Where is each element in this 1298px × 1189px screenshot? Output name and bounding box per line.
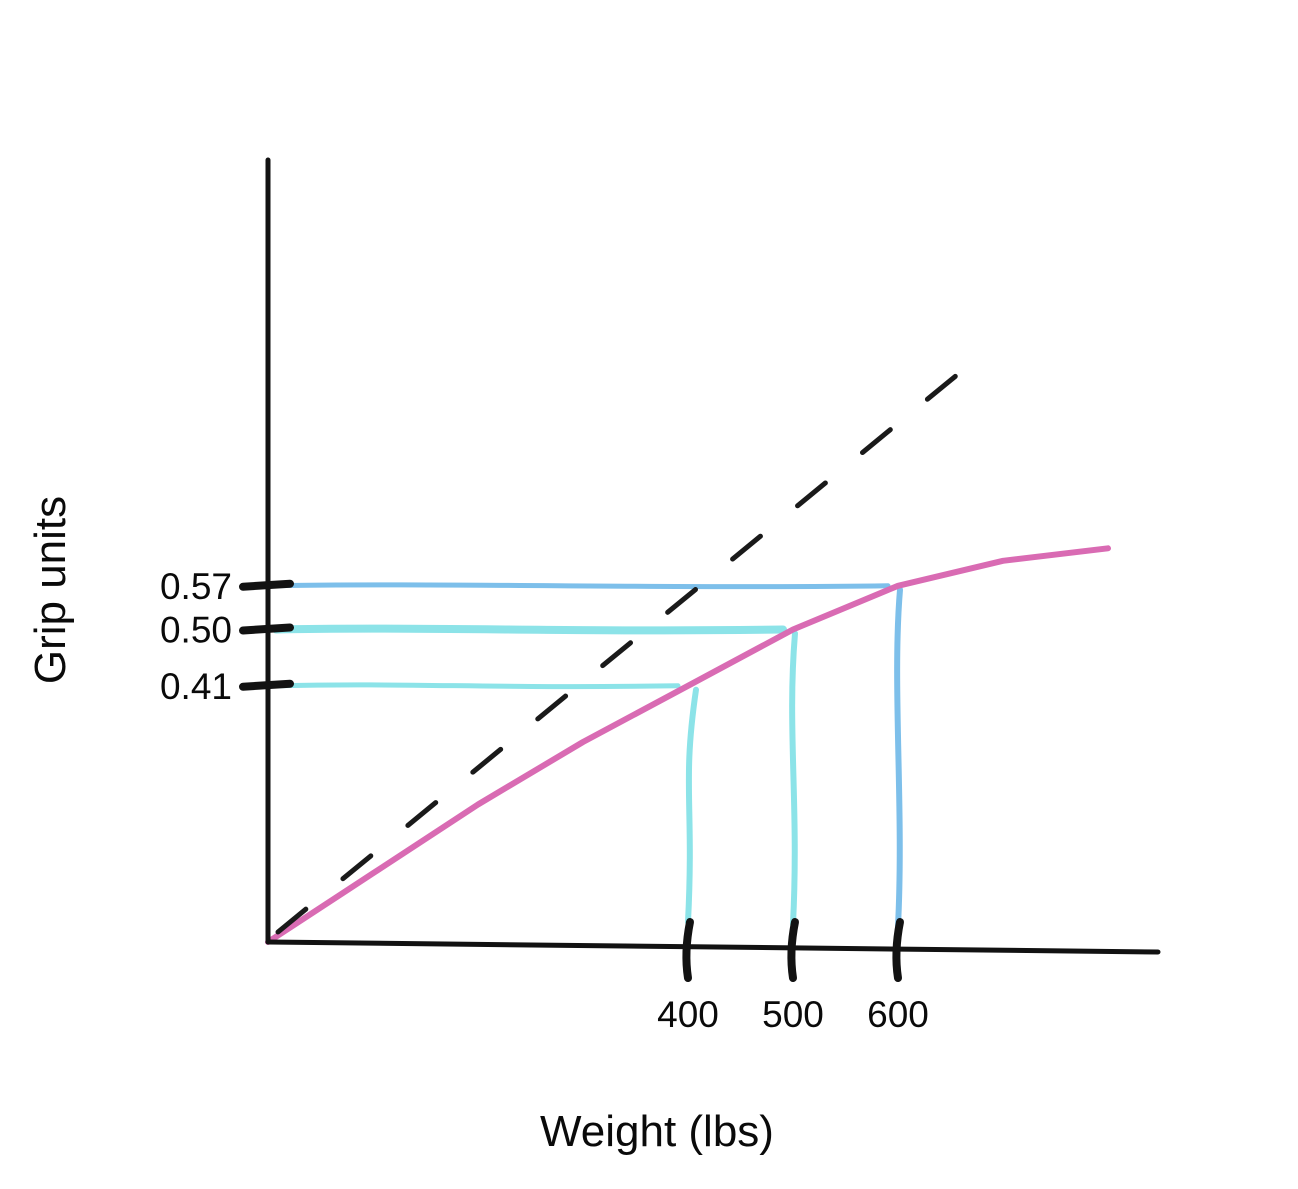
reference-line-horizontal	[273, 582, 891, 590]
x-tick-label: 400	[657, 994, 719, 1035]
grip-curve	[265, 545, 1111, 945]
reference-line-horizontal	[272, 624, 787, 635]
dashed-reference-line	[275, 349, 988, 935]
x-tick-label: 500	[762, 994, 824, 1035]
y-tick-mark	[239, 623, 294, 635]
x-axis-title: Weight (lbs)	[540, 1107, 774, 1156]
reference-line-vertical	[894, 586, 903, 929]
ticks-layer: 400 500 600 0.41 0.500.57	[160, 566, 929, 1035]
y-tick-label: 0.41	[160, 666, 232, 707]
reference-line-horizontal	[273, 682, 681, 690]
x-axis-line	[265, 939, 1161, 955]
axes-layer	[265, 157, 1161, 955]
reference-line-vertical	[789, 630, 798, 927]
y-tick-mark	[239, 679, 294, 691]
x-tick-mark	[787, 918, 799, 982]
y-axis-title: Grip units	[26, 496, 75, 684]
y-tick-label: 0.57	[160, 566, 232, 607]
reference-lines-layer	[272, 582, 903, 929]
reference-line-vertical	[685, 686, 699, 925]
y-tick-label: 0.50	[160, 610, 232, 651]
y-tick-mark	[239, 579, 294, 591]
x-tick-mark	[682, 918, 694, 982]
series-layer	[265, 349, 1111, 945]
x-tick-mark	[892, 918, 904, 982]
x-tick-label: 600	[867, 994, 929, 1035]
